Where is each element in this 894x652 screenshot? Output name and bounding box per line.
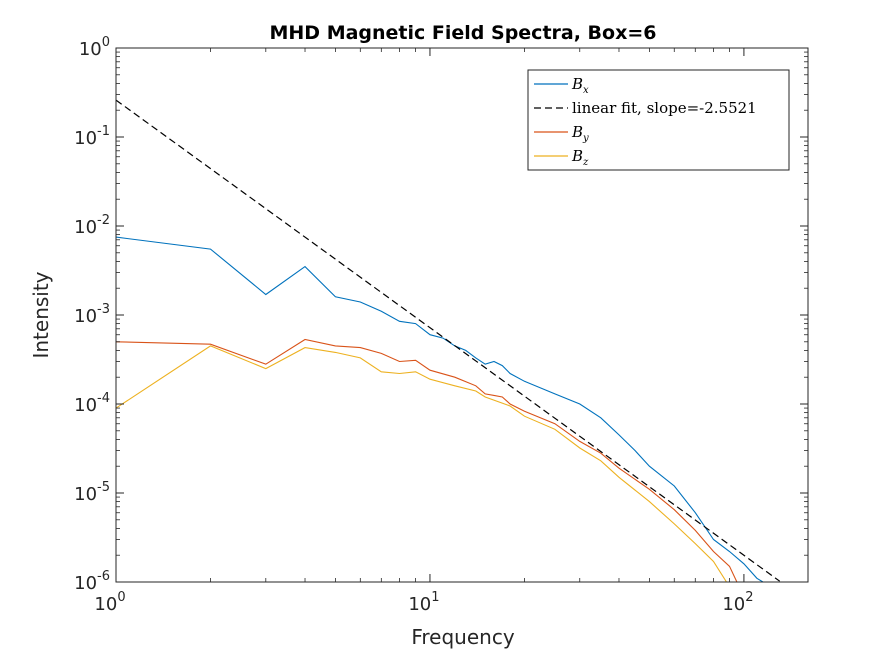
series-line-linear-fit xyxy=(116,99,781,582)
series-line-bz xyxy=(116,345,727,582)
y-tick-base: 10 xyxy=(79,39,102,60)
y-tick-label: 10-4 xyxy=(74,391,110,416)
x-tick-exp: 2 xyxy=(745,590,753,605)
y-tick-label: 10-5 xyxy=(74,480,110,505)
y-tick-base: 10 xyxy=(74,128,97,149)
y-tick-base: 10 xyxy=(74,395,97,416)
x-tick-exp: 0 xyxy=(117,590,125,605)
series-line-bx xyxy=(116,236,764,582)
y-tick-exp: -2 xyxy=(97,213,110,228)
y-tick-exp: -4 xyxy=(97,391,110,406)
legend-entry-name: B xyxy=(571,123,583,141)
x-tick-base: 10 xyxy=(408,594,431,615)
y-tick-label: 100 xyxy=(79,35,110,60)
x-tick-label: 101 xyxy=(408,590,439,615)
x-tick-label: 100 xyxy=(94,590,125,615)
y-tick-label: 10-2 xyxy=(74,213,110,238)
legend-entry-name: B xyxy=(571,147,583,165)
y-axis-title: Intensity xyxy=(29,271,53,358)
x-tick-label: 102 xyxy=(722,590,753,615)
y-tick-exp: -1 xyxy=(97,124,110,139)
legend-entry-subscript: z xyxy=(582,157,589,168)
y-tick-label: 10-3 xyxy=(74,302,110,327)
legend-entry-subscript: y xyxy=(582,133,589,144)
y-tick-base: 10 xyxy=(74,306,97,327)
y-tick-base: 10 xyxy=(74,573,97,594)
legend-entry: Bx xyxy=(571,75,589,96)
x-tick-base: 10 xyxy=(94,594,117,615)
plot-area xyxy=(116,99,781,582)
x-tick-exp: 1 xyxy=(431,590,439,605)
chart-title: MHD Magnetic Field Spectra, Box=6 xyxy=(270,22,657,44)
legend-entry-name: B xyxy=(571,75,583,93)
y-tick-label: 10-1 xyxy=(74,124,110,149)
legend-entry-subscript: x xyxy=(583,85,589,96)
legend-entry-name: linear fit, slope=-2.5521 xyxy=(572,99,757,117)
legend-entry: Bz xyxy=(571,147,589,168)
y-tick-base: 10 xyxy=(74,217,97,238)
legend-entry: By xyxy=(571,123,589,144)
y-tick-exp: -6 xyxy=(97,569,110,584)
y-tick-base: 10 xyxy=(74,484,97,505)
y-tick-exp: -5 xyxy=(97,480,110,495)
y-tick-exp: -3 xyxy=(97,302,110,317)
x-axis-title: Frequency xyxy=(411,625,514,649)
legend-box xyxy=(527,69,790,171)
y-tick-exp: 0 xyxy=(102,35,110,50)
x-tick-base: 10 xyxy=(722,594,745,615)
y-tick-label: 10-6 xyxy=(74,569,110,594)
legend-entry: linear fit, slope=-2.5521 xyxy=(572,99,757,117)
series-line-by xyxy=(116,338,738,582)
